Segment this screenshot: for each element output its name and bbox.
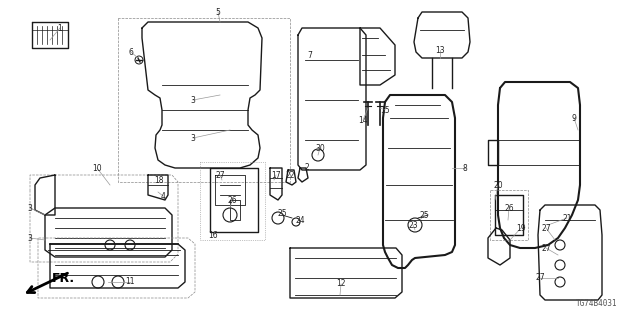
Text: 27: 27	[535, 274, 545, 283]
Text: 27: 27	[541, 244, 551, 252]
Text: 21: 21	[563, 213, 572, 222]
Text: 27: 27	[541, 223, 551, 233]
Text: 14: 14	[358, 116, 368, 124]
Text: 17: 17	[271, 171, 281, 180]
Text: 22: 22	[285, 171, 295, 180]
Text: 25: 25	[277, 209, 287, 218]
Text: 13: 13	[435, 45, 445, 54]
Text: FR.: FR.	[52, 271, 75, 284]
Text: 5: 5	[216, 7, 220, 17]
Text: 20: 20	[493, 180, 503, 189]
Text: 2: 2	[305, 163, 309, 172]
Text: 19: 19	[516, 223, 526, 233]
Text: 10: 10	[92, 164, 102, 172]
Text: 7: 7	[308, 51, 312, 60]
Text: 15: 15	[380, 106, 390, 115]
Text: 8: 8	[463, 164, 467, 172]
Text: 9: 9	[572, 114, 577, 123]
Text: 27: 27	[215, 171, 225, 180]
Text: 11: 11	[125, 277, 135, 286]
Text: 3: 3	[191, 95, 195, 105]
Text: 1: 1	[58, 23, 62, 33]
Text: 18: 18	[154, 175, 164, 185]
Text: 6: 6	[129, 47, 133, 57]
Text: 25: 25	[419, 211, 429, 220]
Text: 26: 26	[504, 204, 514, 212]
Text: 3: 3	[28, 204, 33, 212]
Text: TG74B4031: TG74B4031	[577, 299, 618, 308]
Text: 3: 3	[191, 133, 195, 142]
Text: 16: 16	[208, 230, 218, 239]
Text: 3: 3	[28, 234, 33, 243]
Text: 30: 30	[315, 143, 325, 153]
Text: 26: 26	[227, 196, 237, 204]
Text: 4: 4	[161, 191, 165, 201]
Text: 23: 23	[408, 220, 418, 229]
Text: 12: 12	[336, 279, 346, 289]
Text: 24: 24	[295, 215, 305, 225]
